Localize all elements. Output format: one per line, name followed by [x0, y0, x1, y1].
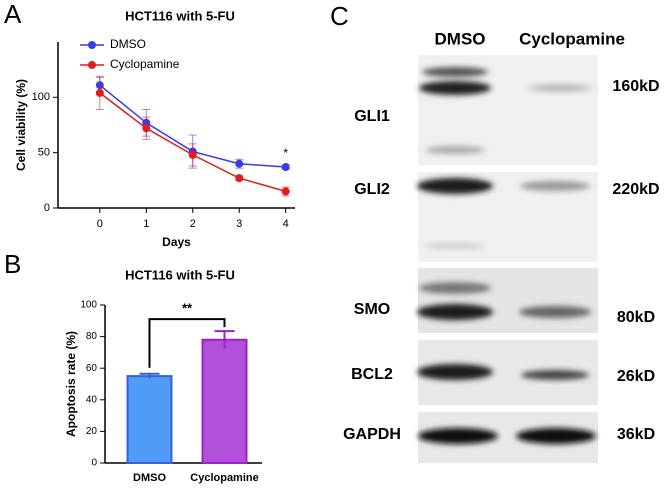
point [235, 174, 244, 183]
x-tick-label: 2 [190, 218, 196, 230]
blot-strip [418, 268, 598, 333]
y-tick-label: 40 [86, 394, 98, 405]
x-axis-label: Days [162, 235, 191, 249]
size-label: 36kD [617, 426, 655, 443]
point [235, 159, 244, 168]
protein-label: GLI2 [354, 181, 390, 198]
point [95, 88, 104, 97]
significance-bracket [148, 318, 226, 368]
panel-label: C [330, 1, 349, 31]
annotation: ** [182, 301, 193, 316]
protein-label: GLI1 [354, 108, 390, 125]
y-tick-label: 80 [86, 331, 98, 342]
y-tick-label: 0 [91, 458, 97, 469]
size-label: 160kD [612, 78, 659, 95]
y-tick-label: 100 [32, 91, 50, 103]
legend-label: DMSO [110, 37, 146, 51]
x-tick-label: DMSO [133, 472, 166, 484]
x-tick-label: 4 [283, 218, 289, 230]
y-tick-label: 60 [86, 363, 98, 374]
panel-label: B [4, 249, 21, 279]
y-axis-label: Cell viability (%) [14, 79, 28, 171]
point [281, 163, 290, 172]
protein-label: SMO [354, 301, 390, 318]
point [281, 187, 290, 196]
chart-title: HCT116 with 5-FU [125, 267, 235, 282]
y-tick-label: 20 [86, 426, 98, 437]
size-label: 220kD [612, 181, 659, 198]
panel-label: A [4, 0, 22, 29]
y-tick-label: 50 [38, 147, 50, 159]
chart-title: HCT116 with 5-FU [125, 8, 235, 23]
lane-label: DMSO [435, 29, 486, 48]
error-bar [214, 330, 235, 349]
x-tick-label: Cyclopamine [190, 472, 258, 484]
lane-label: Cyclopamine [519, 29, 625, 48]
size-label: 80kD [617, 309, 655, 326]
size-label: 26kD [617, 368, 655, 385]
bar [126, 375, 173, 465]
point [188, 150, 197, 159]
error-bar [139, 372, 160, 379]
x-tick-label: 3 [236, 218, 242, 230]
protein-label: GAPDH [343, 426, 401, 443]
x-tick-label: 1 [143, 218, 149, 230]
legend-marker [88, 61, 96, 69]
western-blot [417, 55, 598, 463]
point [142, 124, 151, 133]
x-tick-label: 0 [97, 218, 103, 230]
protein-label: BCL2 [351, 366, 393, 383]
y-axis-label: Apoptosis rate (%) [64, 331, 78, 437]
bar [201, 338, 248, 465]
y-tick-label: 0 [44, 202, 50, 214]
annotation: * [283, 146, 288, 160]
y-tick-label: 100 [80, 300, 97, 311]
legend-label: Cyclopamine [110, 57, 180, 71]
legend-marker [88, 41, 96, 49]
